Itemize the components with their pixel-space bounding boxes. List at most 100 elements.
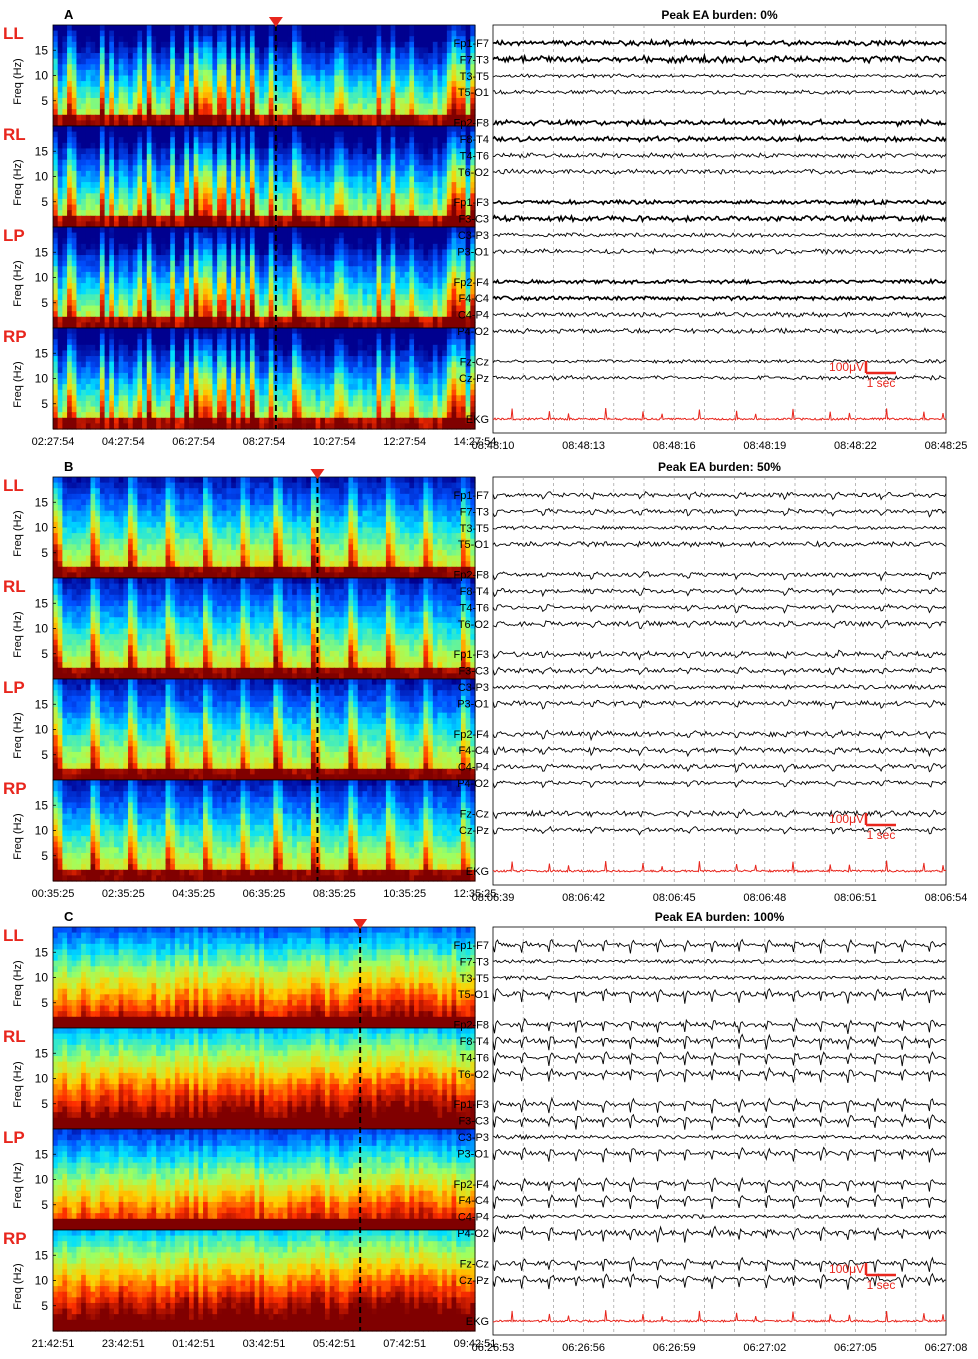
spectrogram-cell: [132, 255, 138, 262]
spectrogram-cell: [357, 227, 364, 234]
spectrogram-cell: [465, 126, 471, 133]
spectrogram-cell: [212, 30, 218, 37]
spectrogram-cell: [203, 232, 209, 239]
spectrogram-cell: [184, 159, 190, 166]
spectrogram-cell: [198, 41, 204, 49]
spectrogram-cell: [170, 25, 176, 32]
spectrogram-cell: [212, 266, 218, 273]
spectrogram-cell: [99, 260, 106, 267]
spectrogram-cell: [315, 187, 321, 194]
spectrogram-cell: [339, 69, 345, 77]
spectrogram-cell: [399, 25, 406, 32]
spectrogram-cell: [123, 126, 129, 133]
spectrogram-cell: [306, 170, 312, 178]
spectrogram-cell: [137, 148, 143, 155]
spectrogram-cell: [221, 299, 228, 307]
spectrogram-cell: [207, 120, 214, 127]
spectrogram-cell: [104, 58, 110, 65]
spectrogram-cell: [179, 131, 185, 138]
spectrogram-cell: [296, 316, 303, 323]
spectrogram-cell: [264, 182, 270, 189]
spectrogram-cell: [409, 30, 415, 37]
spectrogram-cell: [268, 232, 274, 239]
spectrogram-cell: [329, 137, 335, 144]
spectrogram-cell: [278, 58, 284, 65]
spectrogram-cell: [414, 126, 420, 133]
spectrogram-cell: [432, 198, 439, 206]
spectrogram-cell: [113, 142, 120, 150]
spectrogram-cell: [249, 159, 256, 166]
spectrogram-cell: [320, 227, 326, 234]
spectrogram-cell: [418, 299, 425, 307]
spectrogram-cell: [465, 159, 471, 166]
spectrogram-cell: [174, 260, 181, 267]
spectrogram-cell: [207, 238, 214, 245]
spectrogram-cell: [160, 299, 167, 307]
spectrogram-cell: [193, 92, 199, 99]
spectrogram-cell: [310, 126, 317, 133]
spectrogram-cell: [282, 288, 289, 295]
spectrogram-cell: [348, 193, 354, 200]
spectrogram-cell: [371, 277, 378, 284]
spectrogram-cell: [226, 103, 232, 110]
spectrogram-cell: [395, 232, 401, 239]
spectrogram-cell: [329, 86, 335, 93]
spectrogram-cell: [428, 288, 434, 295]
spectrogram-cell: [446, 299, 453, 307]
spectrogram-cell: [245, 322, 251, 329]
spectrogram-cell: [160, 137, 167, 144]
spectrogram-cell: [357, 249, 364, 256]
spectrogram-cell: [198, 322, 204, 329]
spectrogram-cell: [446, 249, 453, 256]
spectrogram-cell: [292, 109, 298, 116]
spectrogram-cell: [113, 182, 120, 189]
spectrogram-cell: [231, 232, 237, 239]
spectrogram-cell: [99, 109, 106, 116]
spectrogram-cell: [99, 64, 106, 71]
spectrogram-cell: [315, 288, 321, 295]
spectrogram-cell: [367, 283, 373, 290]
spectrogram-cell: [174, 328, 181, 335]
spectrogram-cell: [385, 137, 392, 144]
spectrogram-cell: [446, 255, 453, 262]
spectrogram-cell: [273, 299, 279, 307]
spectrogram-cell: [292, 305, 298, 312]
spectrogram-cell: [423, 92, 429, 99]
spectrogram-cell: [451, 75, 457, 82]
spectrogram-cell: [76, 69, 82, 77]
spectrogram-cell: [287, 210, 293, 217]
spectrogram-cell: [287, 221, 293, 228]
spectrogram-cell: [85, 69, 92, 77]
spectrogram-cell: [414, 75, 420, 82]
spectrogram-cell: [67, 294, 73, 301]
spectrogram-cell: [437, 288, 443, 295]
spectrogram-cell: [371, 232, 378, 239]
spectrogram-cell: [212, 159, 218, 166]
spectrogram-cell: [212, 36, 218, 43]
spectrogram-cell: [296, 305, 303, 312]
spectrogram-cell: [437, 322, 443, 329]
spectrogram-cell: [287, 283, 293, 290]
spectrogram-cell: [456, 97, 462, 105]
spectrogram-cell: [334, 81, 340, 88]
spectrogram-cell: [264, 311, 270, 318]
spectrogram-cell: [376, 311, 382, 318]
spectrogram-cell: [245, 221, 251, 228]
spectrogram-cell: [160, 182, 167, 189]
spectrogram-cell: [451, 53, 457, 60]
spectrogram-cell: [132, 328, 138, 335]
spectrogram-cell: [146, 159, 153, 166]
spectrogram-cell: [249, 227, 256, 234]
spectrogram-cell: [207, 103, 214, 110]
spectrogram-cell: [123, 260, 129, 267]
spectrogram-cell: [442, 277, 448, 284]
spectrogram-cell: [132, 260, 138, 267]
spectrogram-cell: [184, 322, 190, 329]
spectrogram-cell: [146, 58, 153, 65]
spectrogram-cell: [343, 126, 349, 133]
spectrogram-cell: [245, 64, 251, 71]
spectrogram-cell: [67, 148, 73, 155]
spectrogram-cell: [198, 271, 204, 279]
spectrogram-cell: [376, 232, 382, 239]
spectrogram-cell: [85, 53, 92, 60]
